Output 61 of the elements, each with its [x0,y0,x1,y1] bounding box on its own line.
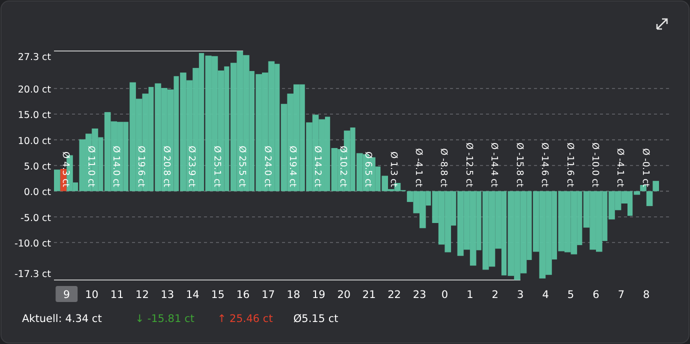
annotation: Ø 1.3 ct [388,151,398,188]
y-tick-label: -5.0 ct [20,212,52,224]
x-tick-label: 19 [312,289,326,301]
annotation: Ø 25.1 ct [211,146,222,188]
x-tick-label: 21 [362,289,376,301]
annotation: Ø -4.1 ct [413,148,424,188]
x-tick-label: 4 [542,289,550,301]
y-tick-label: 10.0 ct [18,136,52,147]
annotation: Ø -10.0 ct [589,142,600,188]
annotation: Ø -11.6 ct [564,142,574,188]
x-tick-label: 10 [85,289,98,301]
annotation: Ø 24.0 ct [262,146,272,188]
x-tick-label: 11 [110,289,124,301]
x-tick-label: 18 [286,289,300,301]
annotation: Ø 14.0 ct [110,146,121,188]
text: Ø5.15 ct [293,313,338,325]
annotation: Ø 23.9 ct [186,146,196,188]
x-tick-label: 14 [186,289,200,301]
x-tick-label: 6 [592,289,600,301]
x-tick-label: 23 [412,289,426,301]
y-tick-label: 15.0 ct [18,110,52,122]
y-tick-label: 5.0 ct [24,162,52,172]
x-tick-label: 17 [262,289,275,301]
x-tick-label: 22 [388,289,401,301]
annotation: Ø 19.4 ct [286,146,297,188]
y-tick-label: 0.0 ct [24,187,52,198]
x-tick-label: 9 [63,289,70,301]
annotation: Ø 25.5 ct [236,146,247,188]
annotation: Ø 11.0 ct [85,146,96,188]
text: ↓ -15.81 ct [135,313,194,325]
annotation: Ø -0.1 ct [640,148,650,188]
text: ↑ 25.46 ct [217,313,273,325]
x-tick-label: 12 [136,289,149,301]
x-tick-label: 1 [466,289,474,301]
x-tick-label: 13 [160,289,174,301]
y-tick-label: 27.3 ct [18,52,52,63]
x-tick-label: 20 [337,289,351,301]
annotation: Ø 20.8 ct [160,146,171,188]
annotation: Ø -12.5 ct [463,142,474,188]
x-tick-label: 3 [517,289,524,301]
annotation: Ø -14.4 ct [488,142,499,188]
y-tick-label: -10.0 ct [14,238,52,250]
x-tick-label: 0 [441,289,448,301]
x-tick-label: 16 [236,289,250,301]
text: Aktuell: 4.34 ct [22,313,102,325]
annotation: Ø -8.8 ct [438,148,448,188]
y-tick-label: -17.3 ct [14,269,52,280]
annotation: Ø 6.5 ct [362,151,373,188]
annotation: Ø -14.6 ct [539,142,550,188]
annotation: Ø -4.1 ct [614,148,625,188]
annotation: Ø 14.2 ct [312,146,322,188]
annotation: Ø 19.6 ct [136,146,146,188]
x-tick-label: 2 [492,289,498,301]
x-tick-label: 8 [643,289,650,301]
x-tick-label: 15 [211,289,225,301]
annotation: Ø 10.2 ct [337,146,348,188]
annotation: Ø 4.3 ct [60,151,70,188]
x-tick-label: 5 [567,289,574,301]
annotation: Ø -15.8 ct [514,142,524,188]
x-tick-label: 7 [618,289,625,301]
y-tick-label: 20.0 ct [18,84,52,96]
